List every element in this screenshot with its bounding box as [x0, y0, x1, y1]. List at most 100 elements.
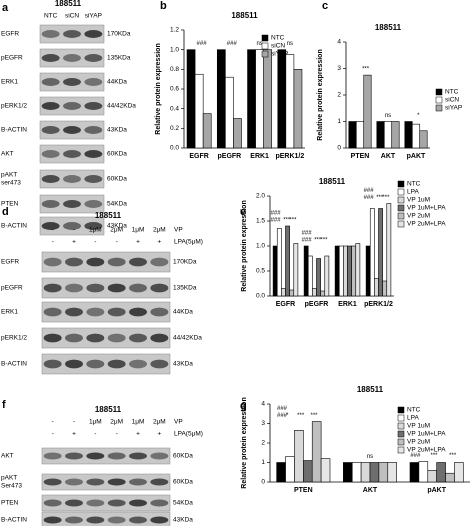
lane-label: 1μM	[89, 419, 102, 426]
blot-strip	[41, 301, 171, 323]
row-label: B-ACTIN	[1, 361, 27, 368]
annotation: ***	[449, 453, 457, 459]
legend-label: VP 1uM	[407, 423, 430, 430]
blot-band	[86, 516, 105, 524]
lane-label: +	[72, 239, 76, 246]
blot-band	[129, 516, 147, 524]
legend-label: siYAP	[271, 51, 288, 58]
blot-band	[65, 333, 83, 343]
blot-band	[84, 200, 103, 208]
blot-strip	[41, 327, 171, 349]
cell-line: 188511	[95, 405, 122, 414]
lane-label: 2μM	[153, 227, 166, 234]
y-axis-title: Relative protein expression	[241, 397, 248, 488]
blot-band	[107, 307, 126, 317]
blot-band	[150, 257, 169, 267]
bar	[347, 245, 352, 297]
bar	[285, 54, 295, 149]
blot-band	[41, 30, 60, 38]
row-label: PTEN	[1, 201, 19, 208]
blot-band	[107, 516, 126, 524]
blot-strip	[41, 473, 171, 491]
legend-swatch	[397, 188, 405, 196]
bar	[378, 208, 383, 297]
blot-band	[43, 452, 62, 460]
lane-label: -	[52, 419, 54, 426]
blot-band	[107, 283, 126, 293]
x-tick-label: pEGFR	[218, 153, 242, 160]
row-label: pERK1/2	[1, 103, 27, 110]
legend-swatch	[261, 50, 269, 58]
blot-band	[63, 222, 81, 230]
legend-swatch	[397, 220, 405, 228]
blot-band	[41, 175, 60, 183]
annotation: *	[417, 113, 420, 119]
bar	[233, 118, 242, 149]
size-label: 135KDa	[173, 285, 197, 292]
blot-band	[65, 478, 83, 486]
lane-label: 1μM	[132, 227, 145, 234]
row-label: B-ACTIN	[1, 127, 27, 134]
row-label: pERK1/2	[1, 335, 27, 342]
legend-label: NTC	[445, 89, 459, 96]
row-label: AKT	[1, 151, 14, 158]
row-label: ERK1	[1, 309, 18, 316]
blot-band	[65, 499, 83, 507]
y-tick-label: 4	[261, 401, 265, 408]
y-tick-label: 1.2	[170, 27, 179, 34]
y-axis-title: Relative protein expression	[317, 49, 324, 140]
bar	[343, 245, 348, 297]
blot-band	[84, 222, 103, 230]
annotation: ###	[364, 195, 375, 201]
cell-line: 188511	[55, 0, 82, 8]
y-tick-label: 3	[261, 420, 265, 427]
blot-band	[41, 222, 60, 230]
legend-label: VP 2uM+LPA	[407, 447, 446, 454]
x-tick-label: ERK1	[338, 301, 357, 308]
blot-band	[150, 452, 169, 460]
bar	[272, 245, 278, 297]
annotation: *	[286, 413, 289, 419]
annotation: ###	[364, 188, 375, 194]
row-label: Ser473	[1, 483, 22, 490]
blot-band	[150, 283, 169, 293]
legend-label: NTC	[407, 181, 421, 188]
bar	[360, 462, 371, 483]
legend-swatch	[397, 212, 405, 220]
lane-label: siYAP	[85, 13, 102, 20]
y-tick-label: 0	[337, 145, 341, 152]
bar	[186, 49, 196, 149]
lane-label: +	[136, 431, 140, 438]
row-label: pEGFR	[1, 285, 23, 292]
legend-swatch	[397, 196, 405, 204]
legend-swatch	[397, 180, 405, 188]
y-tick-label: 1	[261, 459, 265, 466]
bar	[355, 121, 365, 149]
bar	[386, 203, 392, 297]
bar	[409, 462, 420, 483]
blot-band	[41, 78, 60, 86]
size-label: 60KDa	[173, 479, 193, 486]
blot-band	[150, 516, 169, 524]
blot-band	[84, 150, 103, 158]
annotation: ###	[302, 231, 313, 237]
legend-label: LPA	[407, 415, 419, 422]
blot-band	[86, 307, 105, 317]
bar	[263, 49, 273, 149]
lane-label: -	[73, 419, 75, 426]
size-label: 60KDa	[107, 176, 127, 183]
blot-band	[86, 478, 105, 486]
lane-label: siCN	[65, 13, 79, 20]
treatment-label: LPA(5μM)	[174, 431, 203, 438]
y-tick-label: 1.0	[170, 46, 179, 53]
row-label: pAKT	[1, 475, 17, 482]
cell-line: 188511	[95, 211, 122, 220]
annotation: ###	[277, 406, 288, 412]
bar	[216, 49, 226, 149]
panel-letter: f	[2, 399, 6, 411]
annotation: ###	[271, 218, 282, 224]
blot-band	[63, 54, 81, 62]
annotation: ns	[367, 454, 373, 460]
blot-band	[43, 359, 62, 369]
x-tick-label: PTEN	[351, 153, 370, 160]
